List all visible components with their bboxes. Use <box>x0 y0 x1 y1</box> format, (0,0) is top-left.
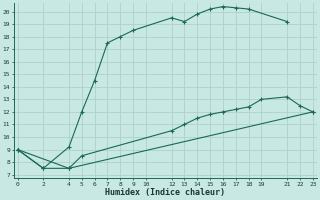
X-axis label: Humidex (Indice chaleur): Humidex (Indice chaleur) <box>105 188 225 197</box>
